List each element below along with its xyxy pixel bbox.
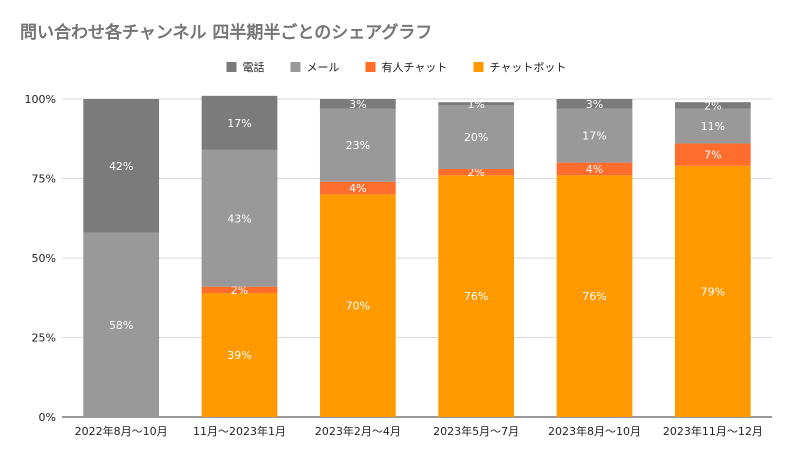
bar-segment bbox=[319, 181, 396, 195]
y-tick-label: 25% bbox=[32, 332, 56, 345]
y-tick-label: 0% bbox=[39, 411, 56, 424]
legend-swatch bbox=[290, 62, 301, 72]
data-label: 3% bbox=[349, 98, 366, 111]
data-label: 70% bbox=[346, 300, 370, 313]
data-label: 3% bbox=[586, 98, 603, 111]
legend-label: チャットボット bbox=[490, 61, 567, 74]
bar-segment bbox=[201, 149, 278, 287]
data-label: 79% bbox=[701, 285, 725, 298]
legend-swatch bbox=[226, 62, 237, 72]
x-tick-label: 11月～2023年1月 bbox=[193, 424, 286, 438]
bar-segment bbox=[674, 165, 751, 417]
data-label: 42% bbox=[109, 160, 133, 173]
bar-segment bbox=[201, 292, 278, 417]
y-tick-label: 50% bbox=[32, 252, 56, 265]
bar-segment bbox=[83, 232, 160, 417]
y-tick-label: 100% bbox=[25, 93, 56, 106]
data-label: 23% bbox=[346, 139, 370, 152]
legend-label: メール bbox=[307, 61, 340, 74]
data-label: 76% bbox=[464, 290, 488, 303]
data-label: 7% bbox=[704, 149, 721, 162]
data-label: 58% bbox=[109, 319, 133, 332]
x-tick-label: 2023年2月～4月 bbox=[315, 424, 401, 438]
legend-label: 電話 bbox=[243, 60, 265, 74]
data-label: 17% bbox=[582, 130, 606, 143]
bar-segment bbox=[201, 95, 278, 150]
data-label: 39% bbox=[227, 349, 251, 362]
data-label: 2% bbox=[231, 284, 248, 297]
x-tick-label: 2023年11月～12月 bbox=[663, 424, 763, 438]
bar-segment bbox=[319, 99, 396, 109]
data-label: 20% bbox=[464, 131, 488, 144]
data-label: 17% bbox=[227, 117, 251, 130]
legend-swatch bbox=[473, 62, 484, 72]
data-label: 43% bbox=[227, 212, 251, 225]
bar-segment bbox=[674, 108, 751, 144]
bar-segment bbox=[438, 105, 515, 169]
bar-segment bbox=[674, 102, 751, 109]
legend-swatch bbox=[365, 62, 376, 72]
x-tick-label: 2023年8月～10月 bbox=[548, 424, 641, 438]
bar-segment bbox=[556, 99, 633, 109]
bar-segment bbox=[674, 143, 751, 166]
bar-segment bbox=[556, 108, 633, 163]
bar-segment bbox=[438, 175, 515, 417]
bar-segment bbox=[201, 286, 278, 293]
data-label: 1% bbox=[467, 98, 484, 111]
data-label: 4% bbox=[586, 163, 603, 176]
bar-segment bbox=[319, 194, 396, 417]
x-tick-label: 2022年8月～10月 bbox=[75, 424, 168, 438]
bar-segment bbox=[83, 99, 160, 233]
bar-segment bbox=[556, 162, 633, 176]
bar-segment bbox=[438, 168, 515, 176]
data-label: 2% bbox=[704, 99, 721, 112]
bar-segment bbox=[438, 102, 515, 106]
data-label: 4% bbox=[349, 182, 366, 195]
x-tick-label: 2023年5月～7月 bbox=[433, 424, 519, 438]
bar-segment bbox=[319, 108, 396, 182]
data-label: 11% bbox=[701, 120, 725, 133]
bar-segment bbox=[556, 175, 633, 417]
y-tick-label: 75% bbox=[32, 173, 56, 186]
chart-title: 問い合わせ各チャンネル 四半期半ごとのシェアグラフ bbox=[20, 23, 433, 43]
data-label: 76% bbox=[582, 290, 606, 303]
legend-label: 有人チャット bbox=[382, 60, 448, 74]
data-label: 2% bbox=[467, 166, 484, 179]
